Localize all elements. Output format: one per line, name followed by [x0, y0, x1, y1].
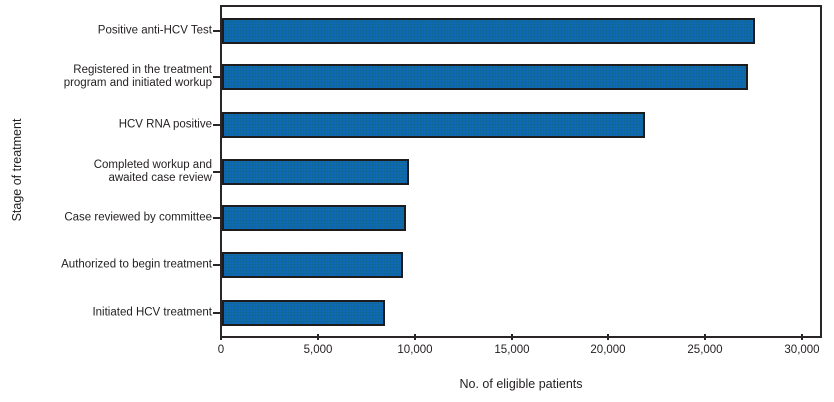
y-axis-tick	[213, 171, 220, 173]
x-axis-tick	[317, 334, 319, 340]
bar-3	[222, 112, 645, 138]
category-label-4: Completed workup and awaited case review	[93, 159, 212, 184]
x-tick-label: 10,000	[397, 344, 433, 356]
x-axis-tick	[220, 334, 222, 340]
category-label-1: Positive anti-HCV Test	[97, 24, 212, 37]
category-label-5: Case reviewed by committee	[64, 211, 212, 224]
y-axis-tick	[213, 76, 220, 78]
x-axis-title: No. of eligible patients	[459, 377, 583, 391]
y-axis-tick	[213, 217, 220, 219]
category-label-7: Initiated HCV treatment	[92, 306, 212, 319]
x-tick-label: 0	[217, 344, 225, 356]
bar-4	[222, 159, 409, 185]
category-label-3: HCV RNA positive	[118, 118, 212, 131]
x-tick-label: 15,000	[494, 344, 530, 356]
x-axis-tick	[704, 334, 706, 340]
x-axis-tick	[801, 334, 803, 340]
x-tick-label: 5,000	[303, 344, 333, 356]
x-axis-tick	[511, 334, 513, 340]
x-axis-tick	[414, 334, 416, 340]
bar-1	[222, 18, 755, 44]
plot-area	[220, 5, 822, 338]
bar-2	[222, 64, 748, 90]
x-tick-label: 25,000	[687, 344, 723, 356]
bar-6	[222, 252, 403, 278]
x-tick-label: 30,000	[784, 344, 820, 356]
y-axis-tick	[213, 124, 220, 126]
bar-7	[222, 300, 385, 326]
category-label-2: Registered in the treatment program and …	[63, 64, 212, 89]
x-axis-tick	[607, 334, 609, 340]
bar-5	[222, 205, 406, 231]
y-axis-tick	[213, 30, 220, 32]
y-axis-tick	[213, 264, 220, 266]
y-axis-tick	[213, 312, 220, 314]
category-label-6: Authorized to begin treatment	[61, 258, 212, 271]
x-tick-label: 20,000	[590, 344, 626, 356]
